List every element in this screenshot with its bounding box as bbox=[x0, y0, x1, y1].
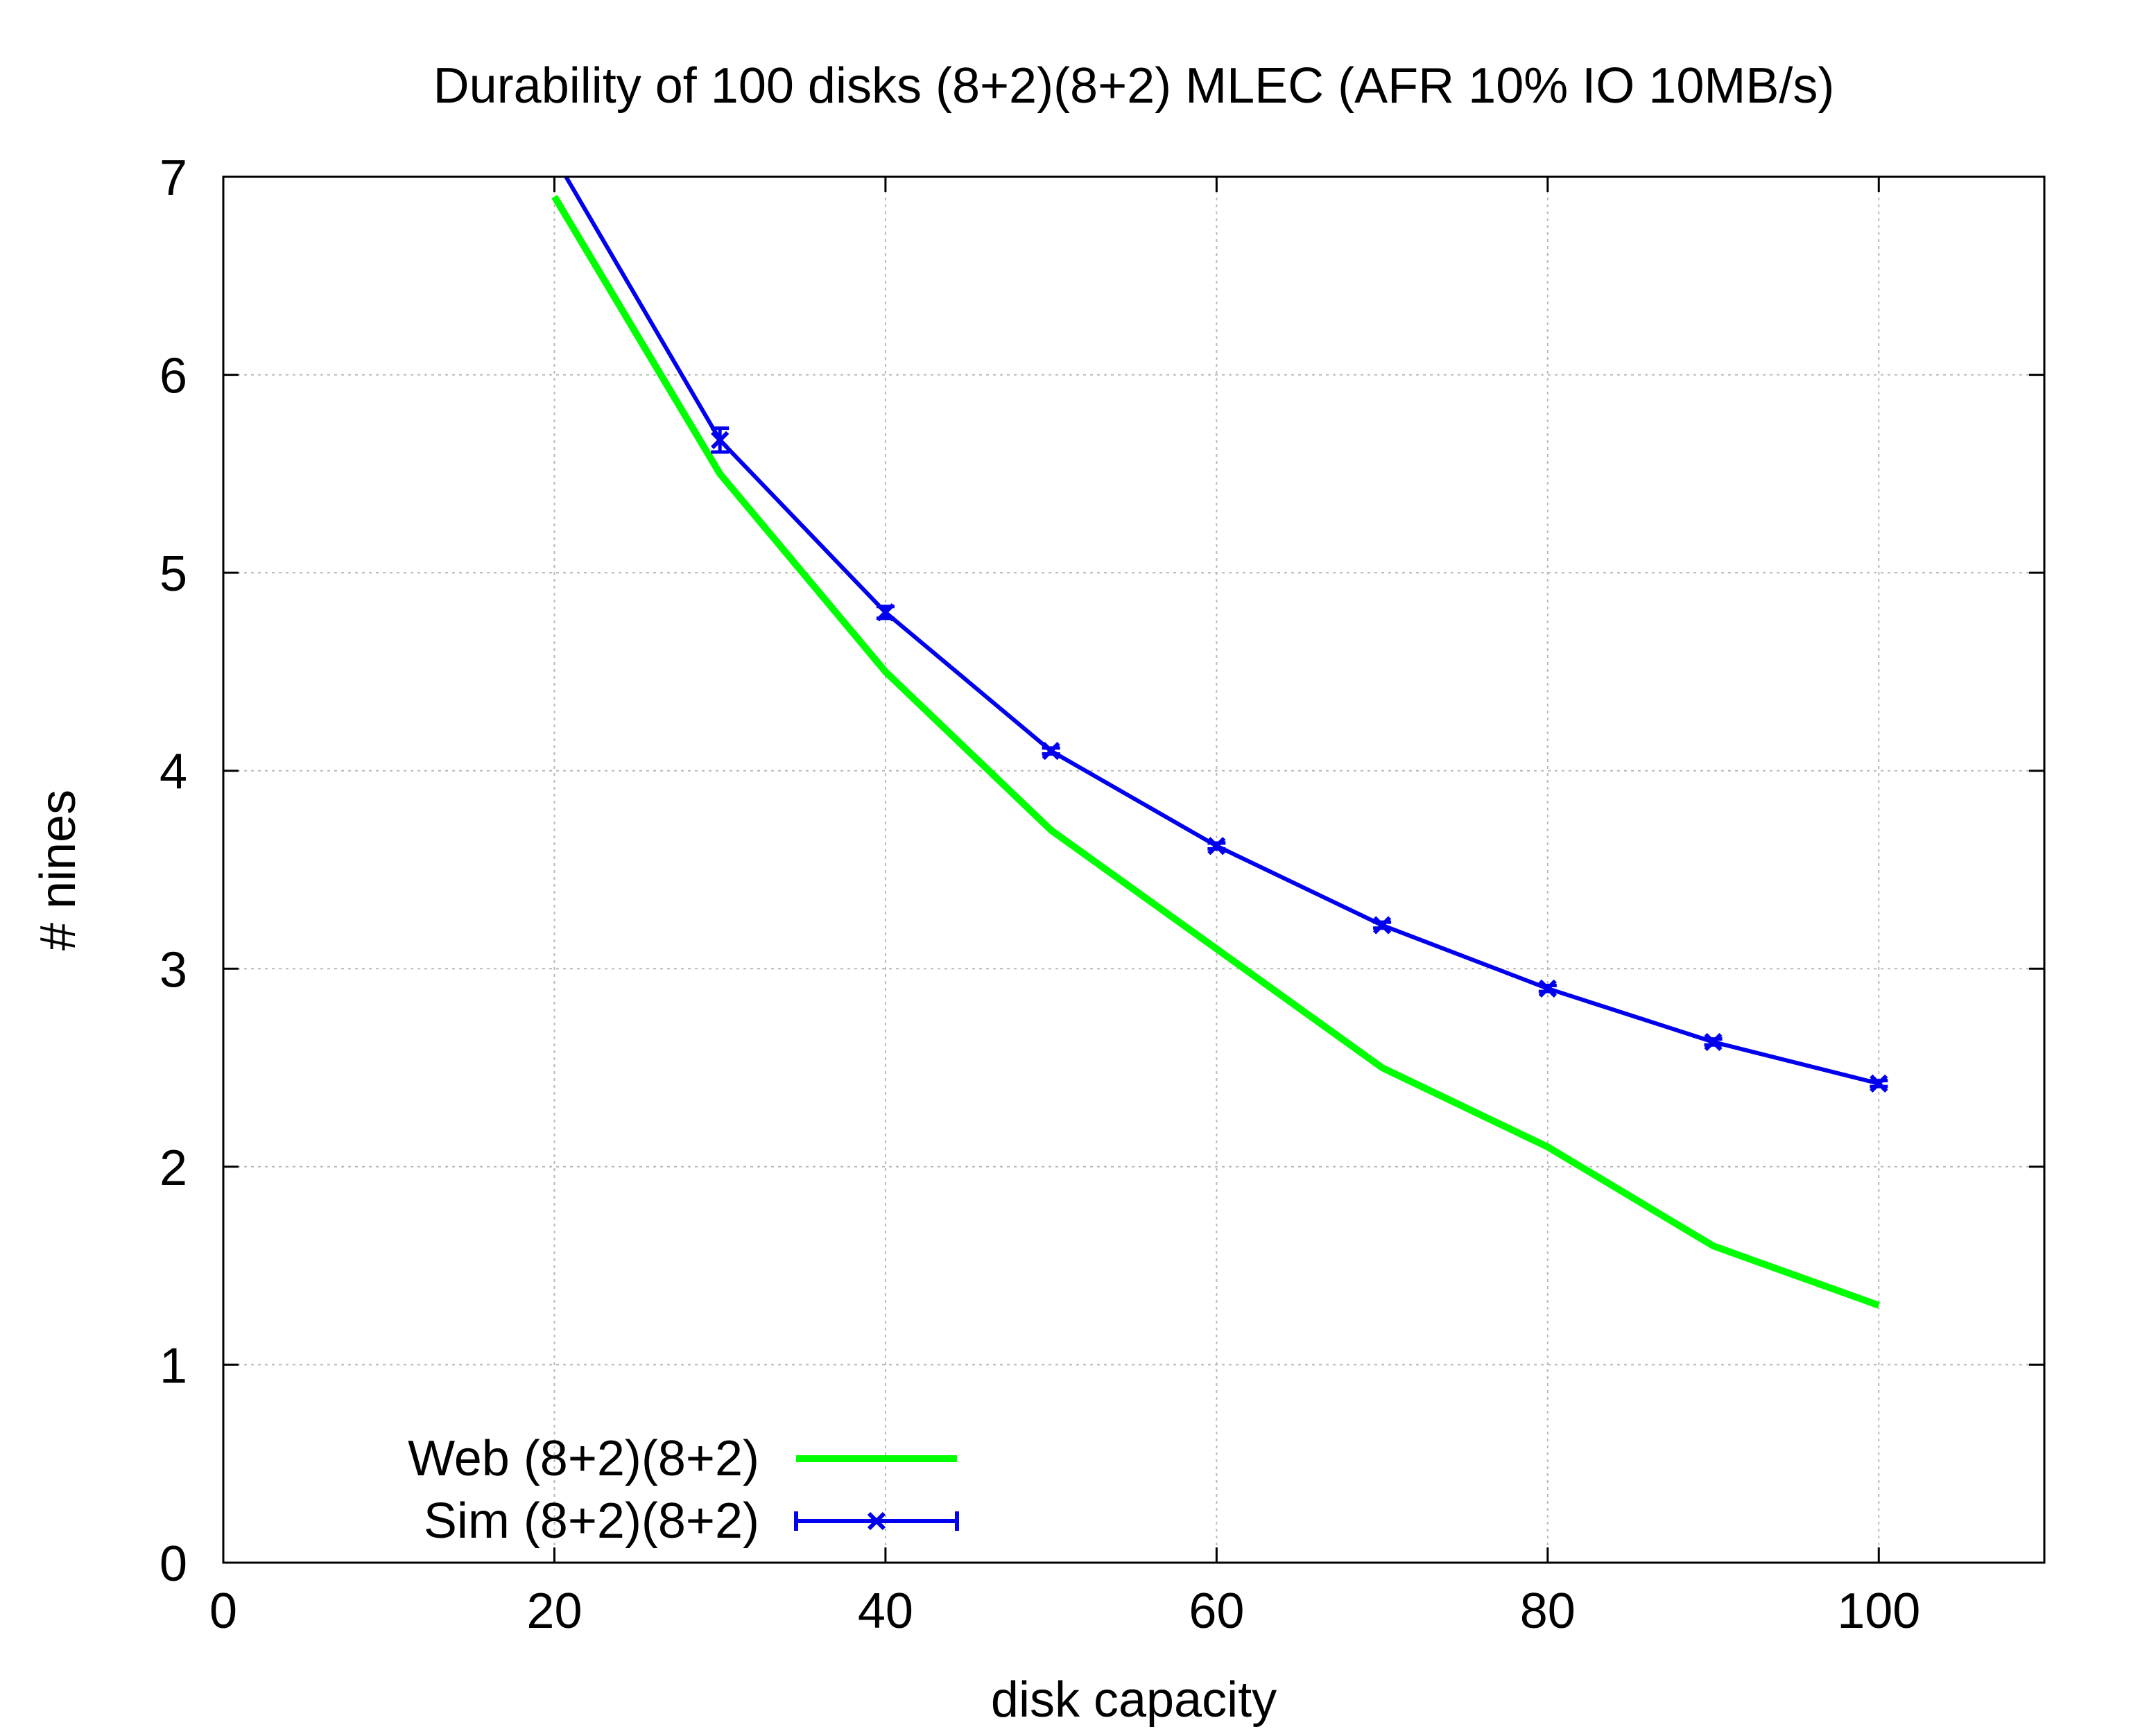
y-tick-label: 2 bbox=[159, 1140, 187, 1196]
legend-label-sim: Sim (8+2)(8+2) bbox=[424, 1493, 759, 1549]
y-tick-label: 7 bbox=[159, 150, 187, 206]
x-tick-label: 100 bbox=[1837, 1583, 1920, 1639]
series-layer bbox=[551, 177, 1888, 1309]
y-tick-label: 6 bbox=[159, 349, 187, 404]
grid bbox=[223, 177, 2044, 1563]
data-point bbox=[876, 603, 895, 622]
y-tick-label: 1 bbox=[159, 1338, 187, 1394]
series-sim bbox=[563, 177, 1888, 1093]
data-point bbox=[1042, 742, 1060, 761]
y-tick-label: 5 bbox=[159, 546, 187, 602]
legend-label-web: Web (8+2)(8+2) bbox=[408, 1431, 759, 1486]
y-axis-label: # nines bbox=[31, 790, 86, 951]
data-point bbox=[1870, 1074, 1888, 1093]
y-tick-label: 0 bbox=[159, 1536, 187, 1592]
y-tick-label: 3 bbox=[159, 942, 187, 998]
x-tick-label: 20 bbox=[526, 1583, 582, 1639]
y-tick-label: 4 bbox=[159, 745, 187, 800]
x-tick-label: 60 bbox=[1189, 1583, 1244, 1639]
x-tick-label: 40 bbox=[858, 1583, 913, 1639]
x-axis-label: disk capacity bbox=[991, 1672, 1277, 1728]
data-point bbox=[1538, 979, 1557, 998]
series-web bbox=[551, 195, 1880, 1309]
data-point bbox=[1372, 916, 1392, 935]
x-tick-label: 0 bbox=[209, 1583, 237, 1639]
tick-labels: 0 20 40 60 80 100 0 1 2 3 4 5 6 7 bbox=[159, 150, 1920, 1639]
legend-swatch-sim bbox=[794, 1511, 959, 1531]
series-line bbox=[551, 195, 1880, 1309]
legend: Web (8+2)(8+2) Sim (8+2)(8+2) bbox=[408, 1431, 959, 1549]
chart-title: Durability of 100 disks (8+2)(8+2) MLEC … bbox=[433, 58, 1835, 114]
data-point bbox=[711, 431, 730, 449]
data-point bbox=[1207, 837, 1226, 856]
data-point bbox=[1704, 1032, 1723, 1052]
x-tick-label: 80 bbox=[1520, 1583, 1576, 1639]
plot-frame bbox=[222, 175, 2046, 1564]
